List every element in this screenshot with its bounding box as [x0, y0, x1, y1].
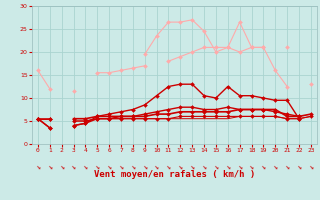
Text: →: → [153, 163, 160, 170]
Text: →: → [189, 163, 196, 170]
Text: →: → [117, 163, 124, 170]
Text: →: → [106, 163, 113, 170]
Text: →: → [58, 163, 65, 170]
Text: →: → [82, 163, 89, 170]
Text: →: → [35, 163, 41, 170]
Text: →: → [70, 163, 77, 170]
X-axis label: Vent moyen/en rafales ( km/h ): Vent moyen/en rafales ( km/h ) [94, 170, 255, 179]
Text: →: → [224, 163, 231, 170]
Text: →: → [130, 163, 136, 170]
Text: →: → [212, 163, 219, 170]
Text: →: → [165, 163, 172, 170]
Text: →: → [248, 163, 255, 170]
Text: →: → [141, 163, 148, 170]
Text: →: → [308, 163, 314, 170]
Text: →: → [284, 163, 291, 170]
Text: →: → [201, 163, 207, 170]
Text: →: → [46, 163, 53, 170]
Text: →: → [177, 163, 184, 170]
Text: →: → [94, 163, 101, 170]
Text: →: → [260, 163, 267, 170]
Text: →: → [236, 163, 243, 170]
Text: →: → [272, 163, 279, 170]
Text: →: → [296, 163, 302, 170]
